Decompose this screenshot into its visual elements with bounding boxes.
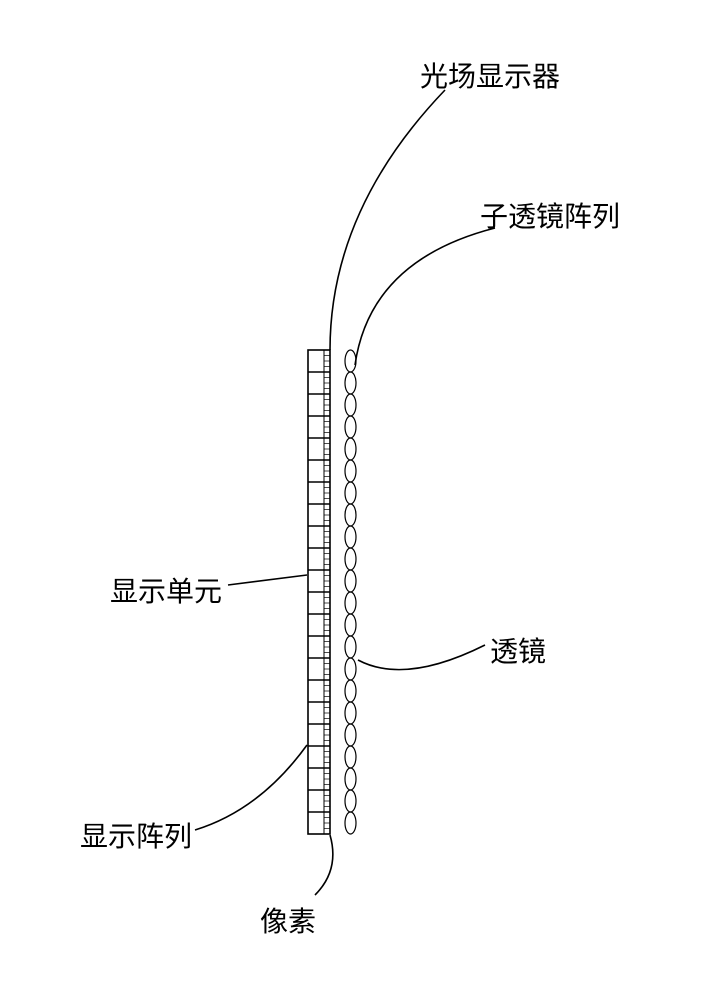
diagram-container: 光场显示器 子透镜阵列 显示单元 透镜 显示阵列 像素	[0, 0, 705, 1000]
label-lens: 透镜	[490, 630, 546, 670]
label-light-field-display: 光场显示器	[420, 55, 560, 95]
label-display-array: 显示阵列	[80, 815, 192, 855]
label-sub-lens-array: 子透镜阵列	[480, 195, 620, 235]
label-display-unit: 显示单元	[110, 570, 222, 610]
label-pixel: 像素	[260, 900, 316, 940]
